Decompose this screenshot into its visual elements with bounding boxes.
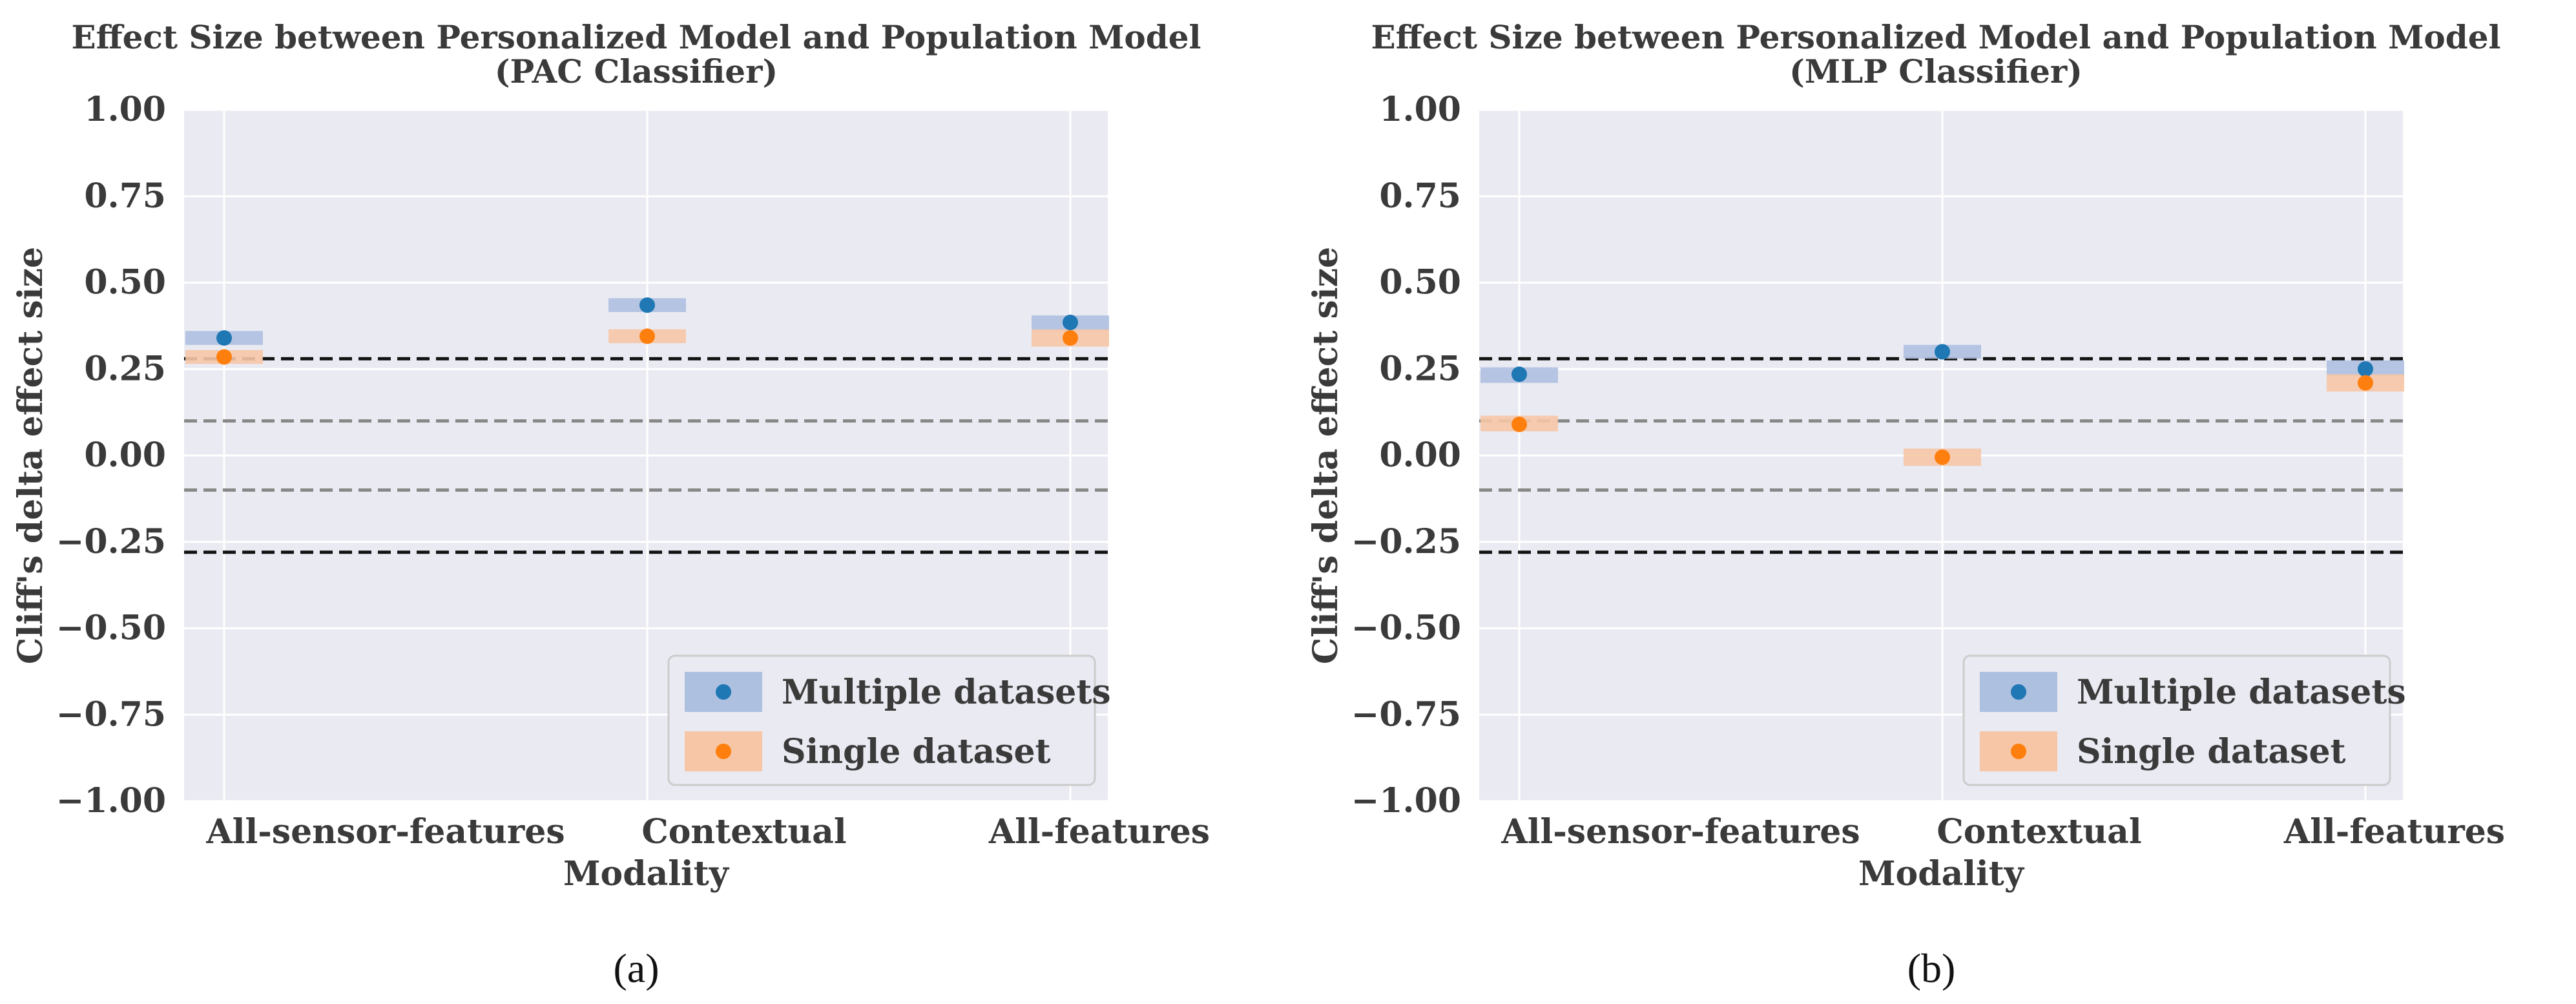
x-axis-label: Modality [563, 854, 730, 894]
legend-box [667, 654, 1096, 786]
y-tick-label: −0.50 [56, 609, 166, 648]
caption-b: (b) [1907, 945, 1956, 991]
y-tick-label: −0.25 [1351, 522, 1461, 561]
y-tick-label: 0.50 [1379, 263, 1461, 302]
legend-marker [716, 744, 731, 759]
y-tick-label: 1.00 [84, 90, 166, 129]
x-tick-label: All-features [2283, 812, 2505, 852]
data-point [1511, 366, 1527, 382]
y-tick-label: 0.50 [84, 263, 166, 302]
legend: Multiple datasets Single dataset [1962, 654, 2406, 786]
x-axis-label: Modality [1858, 854, 2025, 894]
legend-box [1962, 654, 2391, 786]
y-tick-label: −0.75 [56, 695, 166, 734]
legend-label: Single dataset [782, 732, 1051, 771]
data-point [2358, 361, 2373, 377]
x-tick-label: Contextual [1937, 812, 2141, 852]
y-tick-label: −0.25 [56, 522, 166, 561]
data-point [1511, 416, 1527, 432]
x-tick-label: All-features [988, 812, 1210, 852]
y-tick-label: −1.00 [1351, 781, 1461, 821]
data-point [1935, 344, 1950, 360]
y-tick-label: −0.75 [1351, 695, 1461, 734]
legend-marker [2011, 744, 2026, 759]
legend-marker [2011, 684, 2026, 700]
legend-marker [716, 684, 731, 700]
data-point [216, 330, 232, 346]
chart-title: Effect Size between Personalized Model a… [71, 18, 1201, 56]
x-tick-label: Contextual [641, 812, 846, 852]
y-tick-label: 0.00 [84, 435, 166, 475]
y-tick-label: −0.50 [1351, 609, 1461, 648]
chart-subtitle: (MLP Classifier) [1789, 52, 2083, 90]
chart-panel-b: 1.00 0.75 0.50 0.25 0.00 −0.25 −0.50 −0.75 −1.00… [1306, 18, 2505, 894]
caption-a: (a) [613, 945, 659, 991]
y-axis-label: Cliff's delta effect size [1306, 247, 1345, 664]
legend: Multiple datasets Single dataset [667, 654, 1111, 786]
y-tick-label: 0.75 [1379, 176, 1461, 216]
y-tick-label: 0.25 [1379, 349, 1461, 388]
data-point [639, 297, 655, 313]
legend-label: Multiple datasets [782, 673, 1111, 712]
y-tick-label: −1.00 [56, 781, 166, 821]
data-point [216, 349, 232, 365]
y-axis-label: Cliff's delta effect size [11, 247, 50, 664]
chart-title: Effect Size between Personalized Model a… [1371, 18, 2500, 56]
x-tick-label: All-sensor-features [1501, 812, 1860, 852]
chart-subtitle: (PAC Classifier) [495, 52, 778, 90]
data-point [1063, 315, 1078, 331]
y-tick-label: 1.00 [1379, 90, 1461, 129]
data-point [2358, 375, 2373, 391]
y-tick-label: 0.00 [1379, 435, 1461, 475]
y-tick-label: 0.25 [84, 349, 166, 388]
legend-label: Single dataset [2077, 732, 2346, 771]
chart-panel-a: 1.00 0.75 0.50 0.25 0.00 −0.25 −0.50 −0.75 −1.00… [11, 18, 1210, 894]
legend-label: Multiple datasets [2077, 673, 2406, 712]
data-point [639, 328, 655, 344]
data-point [1063, 330, 1078, 346]
data-point [1935, 449, 1950, 465]
x-tick-label: All-sensor-features [205, 812, 565, 852]
y-tick-label: 0.75 [84, 176, 166, 216]
